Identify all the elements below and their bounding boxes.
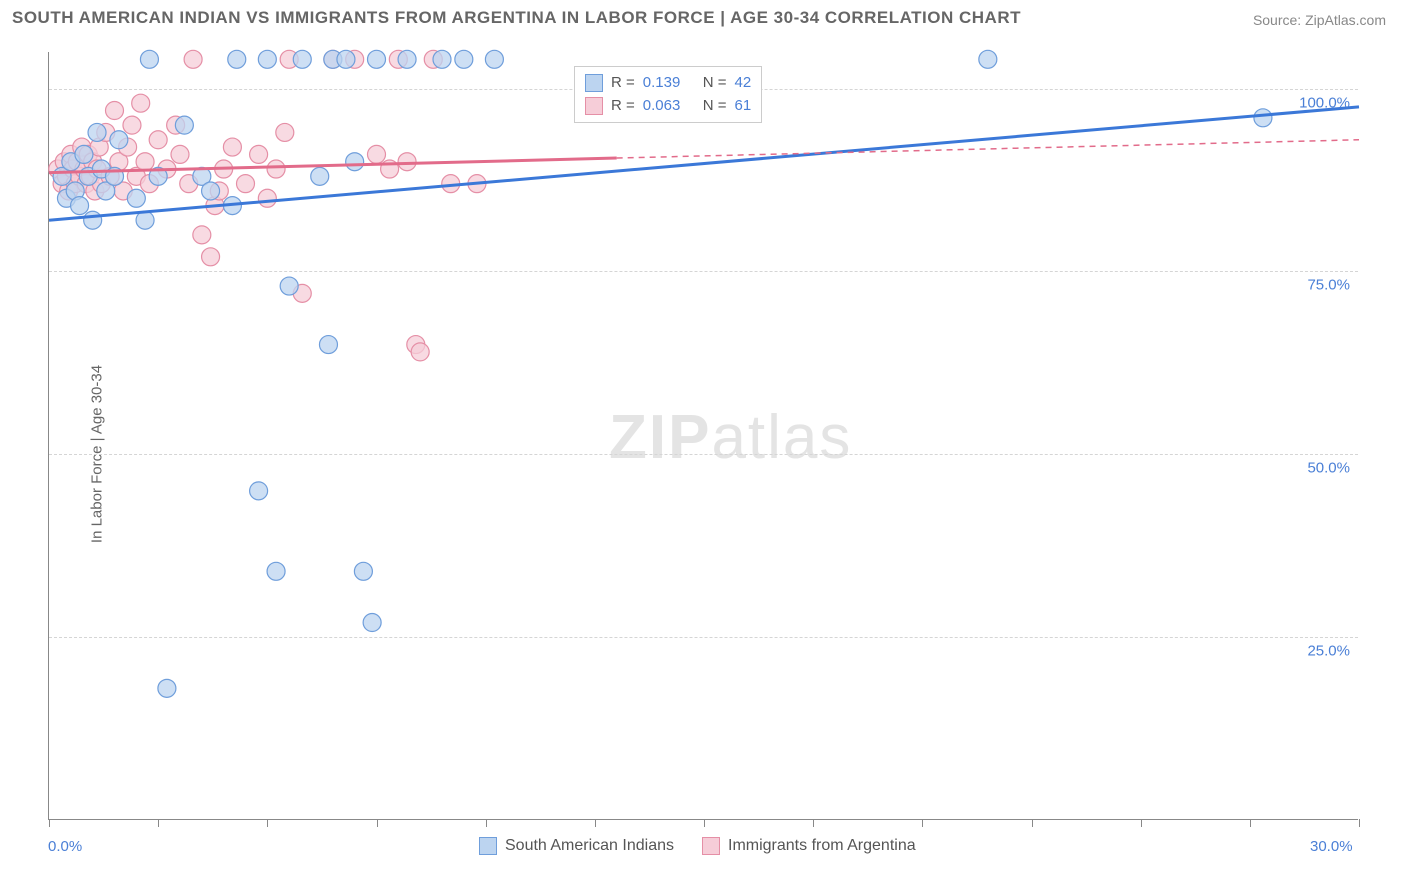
n-value: 61 (735, 95, 752, 118)
blue-point (75, 145, 93, 163)
legend-item-pink: Immigrants from Argentina (702, 837, 916, 855)
blue-point (267, 562, 285, 580)
x-tick (922, 819, 923, 827)
pink-regression-dash (617, 140, 1359, 158)
pink-point (149, 131, 167, 149)
pink-point (398, 153, 416, 171)
blue-point (354, 562, 372, 580)
n-label: N = (703, 95, 727, 118)
chart-container: In Labor Force | Age 30-34 ZIPatlas R =0… (0, 34, 1406, 874)
y-tick-label: 100.0% (1299, 94, 1350, 111)
pink-point (223, 138, 241, 156)
blue-regression-line (49, 107, 1359, 220)
pink-swatch-icon (702, 837, 720, 855)
pink-point (132, 94, 150, 112)
x-tick (595, 819, 596, 827)
x-tick (49, 819, 50, 827)
chart-title: SOUTH AMERICAN INDIAN VS IMMIGRANTS FROM… (12, 8, 1021, 28)
plot-area: ZIPatlas R =0.139N =42R =0.063N =61 Sout… (48, 52, 1358, 820)
blue-point (346, 153, 364, 171)
blue-point (228, 50, 246, 68)
blue-point (319, 336, 337, 354)
y-tick-label: 50.0% (1307, 460, 1350, 477)
pink-point (258, 189, 276, 207)
blue-point (979, 50, 997, 68)
blue-point (71, 197, 89, 215)
x-axis-min-label: 0.0% (48, 838, 82, 855)
r-value: 0.139 (643, 72, 695, 95)
r-label: R = (611, 72, 635, 95)
series-legend: South American Indians Immigrants from Ar… (479, 837, 916, 855)
correlation-legend: R = 0.139 N = 42 R = 0.063 N = 61 (574, 66, 762, 123)
blue-point (433, 50, 451, 68)
pink-point (171, 145, 189, 163)
blue-point (368, 50, 386, 68)
pink-point (411, 343, 429, 361)
plot-svg (49, 52, 1358, 819)
blue-point (280, 277, 298, 295)
blue-point (363, 614, 381, 632)
pink-swatch (585, 97, 603, 115)
x-tick (1032, 819, 1033, 827)
blue-point (110, 131, 128, 149)
blue-swatch (585, 74, 603, 92)
blue-point (158, 679, 176, 697)
blue-point (311, 167, 329, 185)
blue-point (127, 189, 145, 207)
blue-point (258, 50, 276, 68)
legend-row-pink: R = 0.063 N = 61 (585, 95, 751, 118)
legend-row-blue: R = 0.139 N = 42 (585, 72, 751, 95)
x-tick (1141, 819, 1142, 827)
pink-point (368, 145, 386, 163)
blue-point (337, 50, 355, 68)
n-value: 42 (735, 72, 752, 95)
x-tick (486, 819, 487, 827)
legend-item-blue: South American Indians (479, 837, 674, 855)
chart-header: SOUTH AMERICAN INDIAN VS IMMIGRANTS FROM… (0, 0, 1406, 34)
x-tick (377, 819, 378, 827)
blue-point (1254, 109, 1272, 127)
blue-point (84, 211, 102, 229)
x-tick (1250, 819, 1251, 827)
blue-point (250, 482, 268, 500)
blue-point (140, 50, 158, 68)
pink-point (123, 116, 141, 134)
legend-label: Immigrants from Argentina (728, 837, 916, 855)
blue-swatch-icon (479, 837, 497, 855)
blue-point (175, 116, 193, 134)
legend-label: South American Indians (505, 837, 674, 855)
pink-point (136, 153, 154, 171)
pink-point (267, 160, 285, 178)
pink-point (193, 226, 211, 244)
blue-point (88, 123, 106, 141)
blue-point (398, 50, 416, 68)
r-value: 0.063 (643, 95, 695, 118)
blue-point (485, 50, 503, 68)
pink-point (250, 145, 268, 163)
n-label: N = (703, 72, 727, 95)
x-tick (704, 819, 705, 827)
pink-point (276, 123, 294, 141)
pink-point (106, 102, 124, 120)
source-label: Source: ZipAtlas.com (1253, 12, 1386, 28)
x-tick (267, 819, 268, 827)
y-tick-label: 25.0% (1307, 643, 1350, 660)
y-tick-label: 75.0% (1307, 277, 1350, 294)
blue-point (202, 182, 220, 200)
pink-point (202, 248, 220, 266)
x-tick (813, 819, 814, 827)
pink-point (184, 50, 202, 68)
pink-regression-line (49, 158, 617, 173)
x-tick (158, 819, 159, 827)
x-tick (1359, 819, 1360, 827)
blue-point (455, 50, 473, 68)
x-axis-max-label: 30.0% (1310, 838, 1353, 855)
r-label: R = (611, 95, 635, 118)
pink-point (237, 175, 255, 193)
blue-point (293, 50, 311, 68)
